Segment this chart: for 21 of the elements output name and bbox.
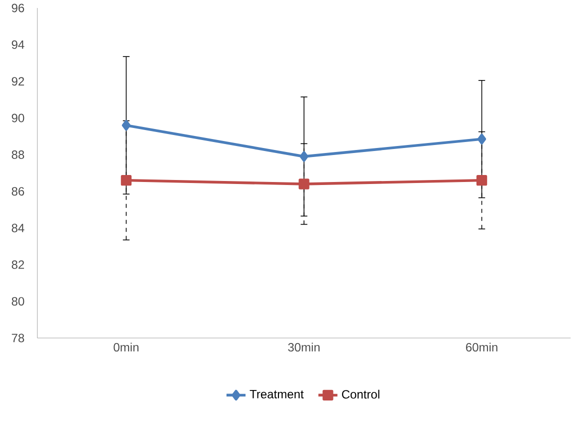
legend-label: Control — [342, 390, 380, 399]
y-tick-label: 92 — [12, 77, 24, 86]
point — [122, 120, 131, 131]
point — [298, 178, 310, 190]
point — [120, 175, 132, 186]
y-tick-label: 84 — [12, 224, 24, 232]
y-tick-label: 90 — [12, 114, 24, 122]
y-tick-label: 78 — [12, 334, 24, 342]
point — [300, 151, 308, 162]
y-tick-label: 94 — [12, 40, 24, 49]
x-tick-label: 60min — [466, 342, 498, 352]
x-tick-label: 30min — [288, 342, 320, 352]
point — [476, 175, 488, 186]
y-tick-label: 88 — [12, 150, 24, 159]
legend-label: Treatment — [250, 390, 304, 398]
point — [477, 134, 486, 144]
x-tick-label: 0min — [114, 342, 138, 352]
y-tick-label: 86 — [12, 187, 24, 196]
y-tick-label: 96 — [12, 4, 24, 12]
y-tick-label: 82 — [12, 260, 24, 269]
y-tick-label: 80 — [12, 297, 24, 306]
